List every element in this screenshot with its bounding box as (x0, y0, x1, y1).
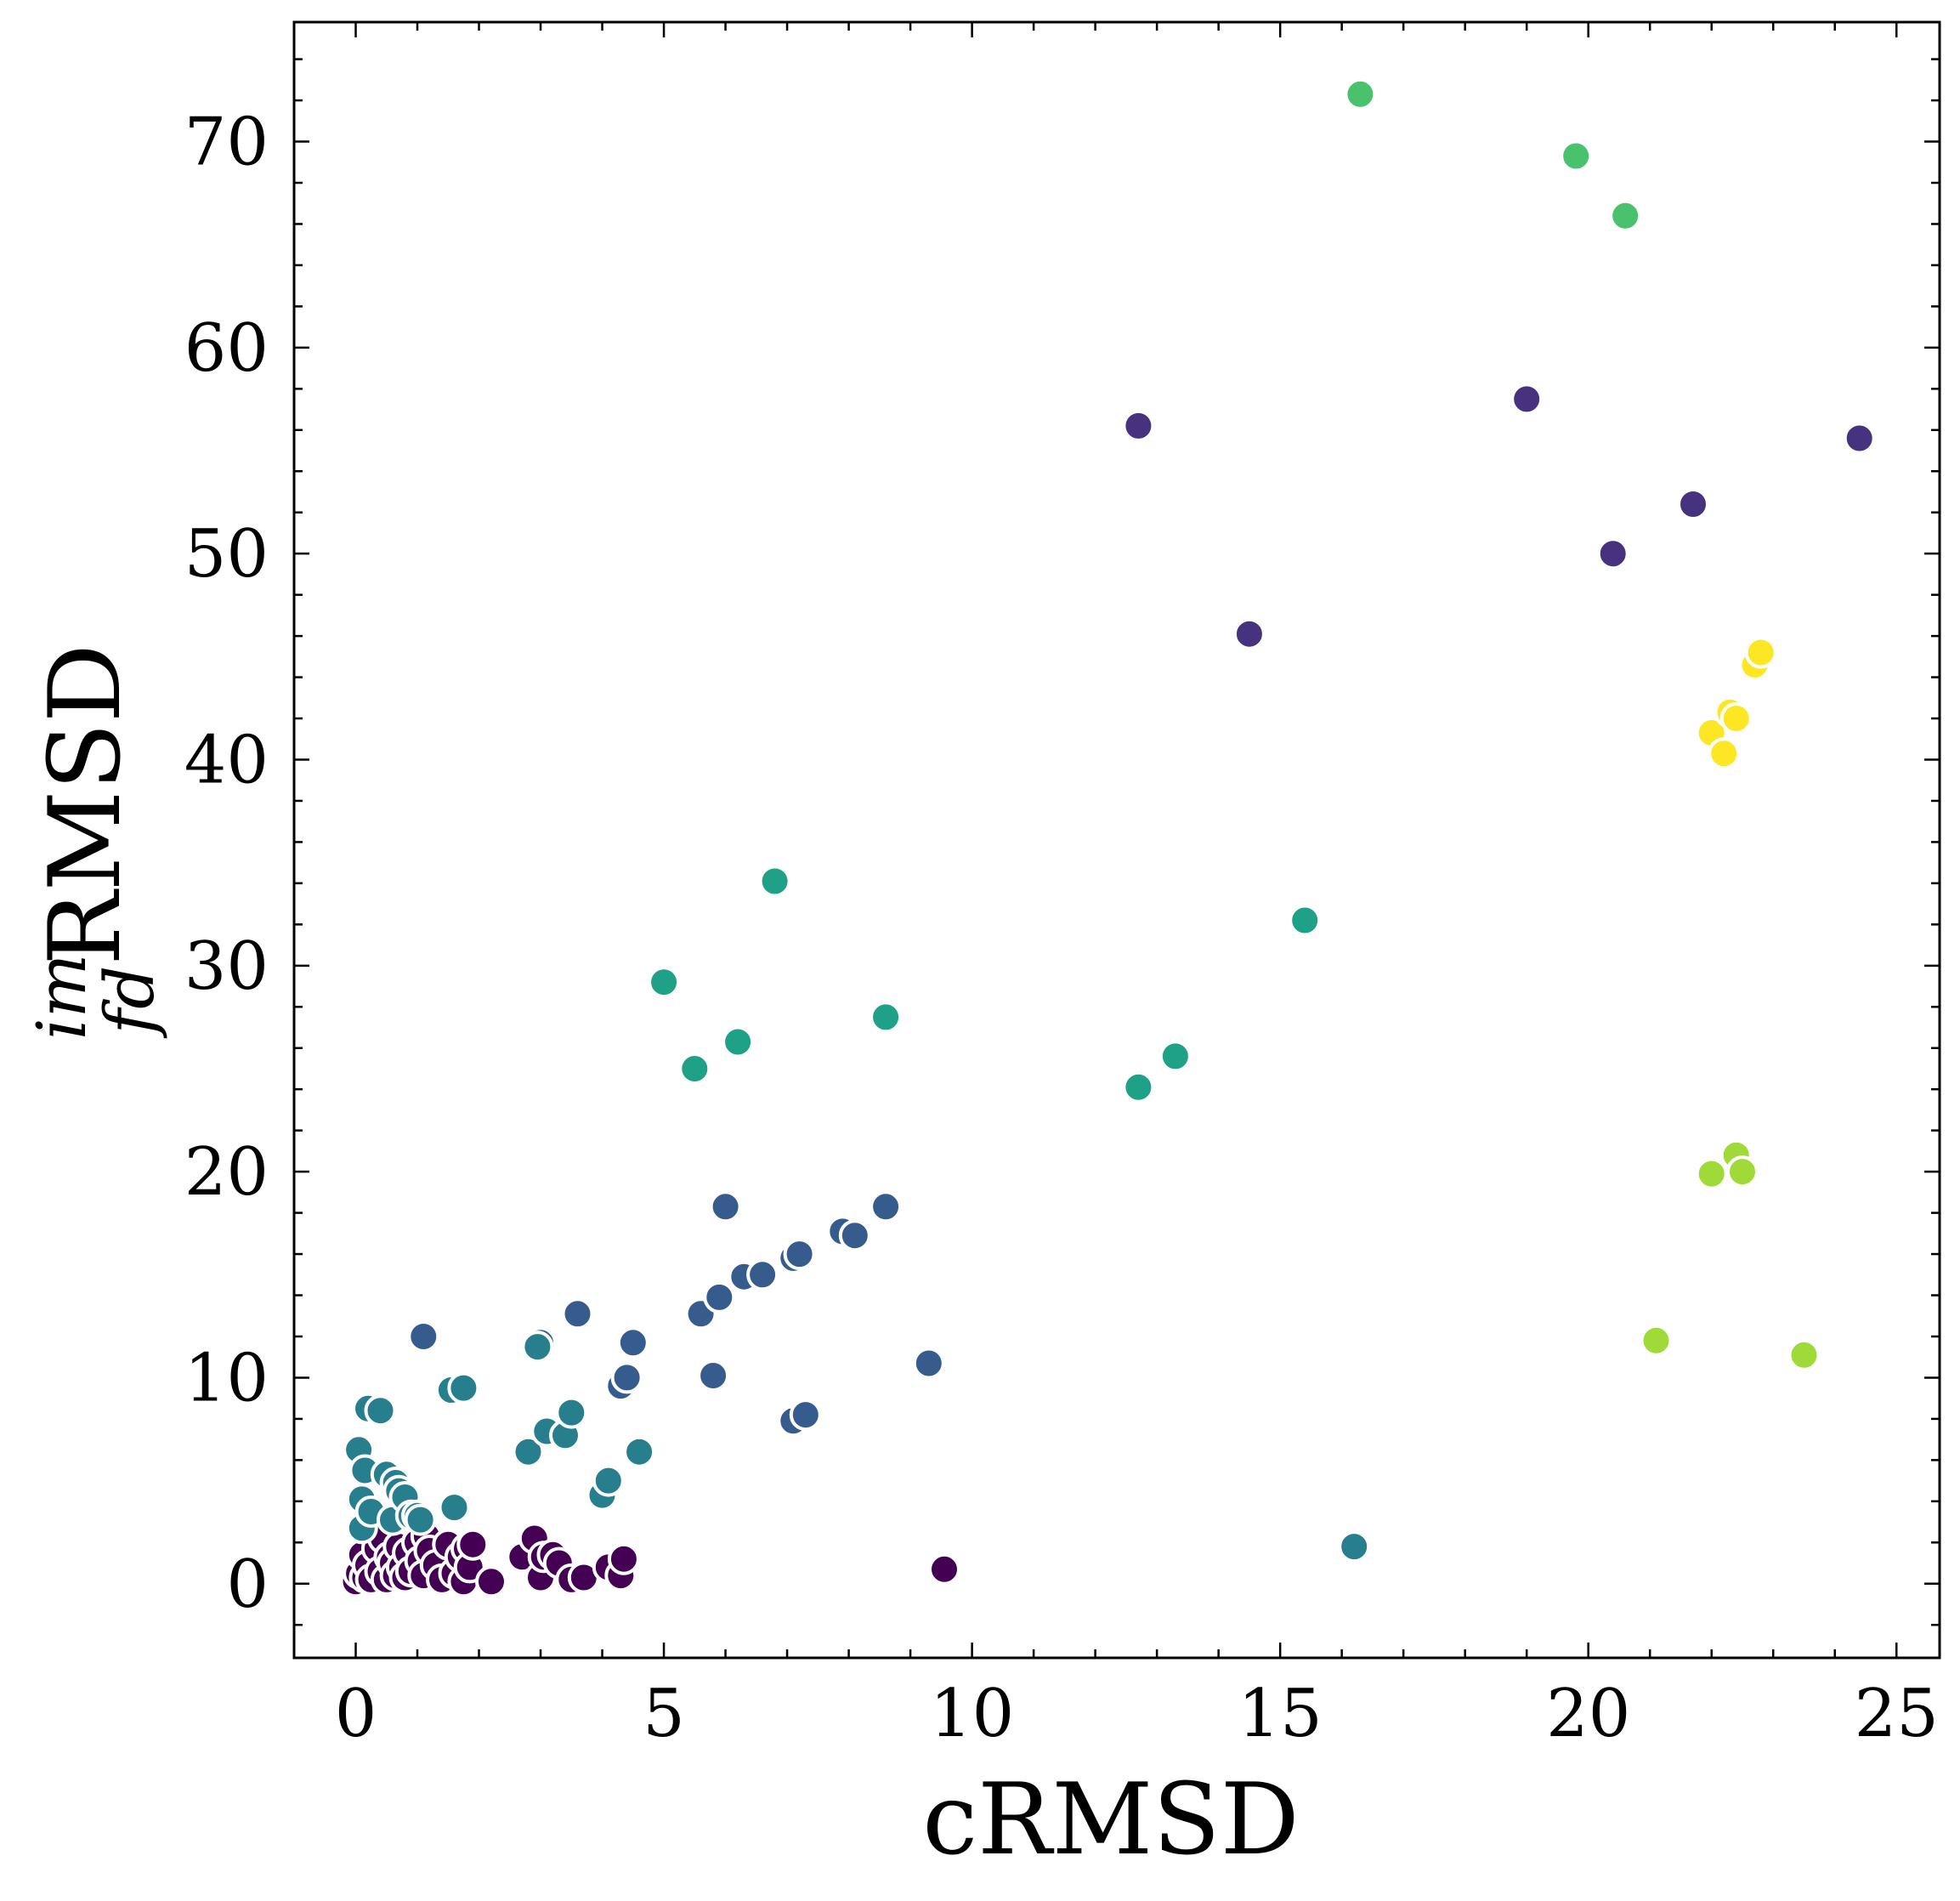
data-point-0-32 (458, 1530, 487, 1559)
data-point-2-17 (841, 1221, 870, 1250)
data-point-3-6 (366, 1396, 395, 1425)
data-point-0-44 (609, 1545, 638, 1574)
data-point-4-0 (649, 968, 678, 996)
data-point-3-22 (557, 1399, 586, 1427)
y-tick-label: 70 (184, 105, 269, 181)
data-point-2-2 (564, 1299, 592, 1328)
x-tick-label: 20 (1546, 1676, 1630, 1752)
data-point-2-13 (785, 1240, 814, 1268)
x-axis-title: cRMSD (922, 1762, 1300, 1877)
y-tick-label: 20 (184, 1134, 269, 1211)
data-point-2-4 (613, 1363, 642, 1392)
data-point-4-2 (723, 1028, 752, 1057)
data-point-4-3 (761, 867, 790, 896)
y-tick-label: 10 (184, 1340, 269, 1416)
data-point-7-5 (1747, 638, 1776, 667)
data-point-3-17 (449, 1374, 478, 1403)
y-axis-title-subscript: fd (90, 966, 169, 1039)
data-point-4-4 (871, 1002, 900, 1031)
plot-frame (294, 22, 1940, 1658)
y-tick-label: 60 (184, 310, 269, 387)
data-point-2-18 (871, 1192, 900, 1221)
x-tick-label: 5 (643, 1676, 685, 1752)
data-point-3-25 (625, 1438, 654, 1467)
y-tick-label: 40 (184, 722, 269, 798)
x-tick-label: 0 (335, 1676, 377, 1752)
data-point-3-16 (440, 1493, 469, 1522)
data-point-3-14 (406, 1506, 435, 1535)
data-point-7-1 (1709, 739, 1738, 768)
data-point-1-5 (1845, 424, 1874, 453)
data-point-1-4 (1679, 490, 1708, 519)
data-point-5-2 (1611, 201, 1640, 230)
data-point-2-0 (409, 1322, 438, 1351)
data-point-3-19 (523, 1332, 552, 1361)
data-point-3-26 (1340, 1532, 1368, 1561)
svg-text:imfdRMSD: imfdRMSD (22, 644, 169, 1040)
data-points (342, 80, 1874, 1597)
data-point-2-9 (711, 1192, 740, 1221)
y-tick-label: 50 (184, 516, 269, 593)
data-point-6-3 (1728, 1157, 1757, 1186)
data-point-2-11 (748, 1260, 777, 1289)
data-point-1-0 (1124, 411, 1153, 440)
y-tick-label: 0 (226, 1546, 269, 1623)
data-point-5-0 (1345, 80, 1374, 109)
y-axis-title: imfdRMSD (22, 644, 169, 1040)
y-tick-label: 30 (184, 928, 269, 1005)
data-point-2-8 (705, 1283, 734, 1312)
data-point-1-1 (1235, 620, 1264, 649)
data-point-2-19 (915, 1349, 943, 1378)
x-tick-label: 15 (1238, 1676, 1323, 1752)
data-point-4-1 (680, 1054, 709, 1083)
data-point-0-33 (477, 1567, 506, 1596)
data-point-2-15 (791, 1400, 820, 1429)
data-point-6-4 (1790, 1341, 1819, 1370)
data-point-1-2 (1512, 384, 1541, 413)
data-point-1-3 (1599, 539, 1628, 568)
data-point-0-45 (930, 1555, 959, 1584)
data-point-6-1 (1697, 1160, 1726, 1189)
x-tick-label: 10 (930, 1676, 1014, 1752)
data-point-4-6 (1161, 1041, 1190, 1070)
data-point-2-5 (619, 1328, 648, 1357)
y-axis-title-main: RMSD (28, 644, 143, 966)
data-point-7-3 (1722, 704, 1751, 733)
axis-ticks (294, 22, 1940, 1658)
data-point-4-7 (1290, 906, 1319, 935)
data-point-6-0 (1642, 1326, 1671, 1355)
data-point-4-5 (1124, 1073, 1153, 1102)
data-point-5-1 (1561, 142, 1590, 171)
data-point-3-24 (594, 1467, 623, 1495)
data-point-2-7 (699, 1361, 728, 1390)
x-tick-label: 25 (1855, 1676, 1939, 1752)
